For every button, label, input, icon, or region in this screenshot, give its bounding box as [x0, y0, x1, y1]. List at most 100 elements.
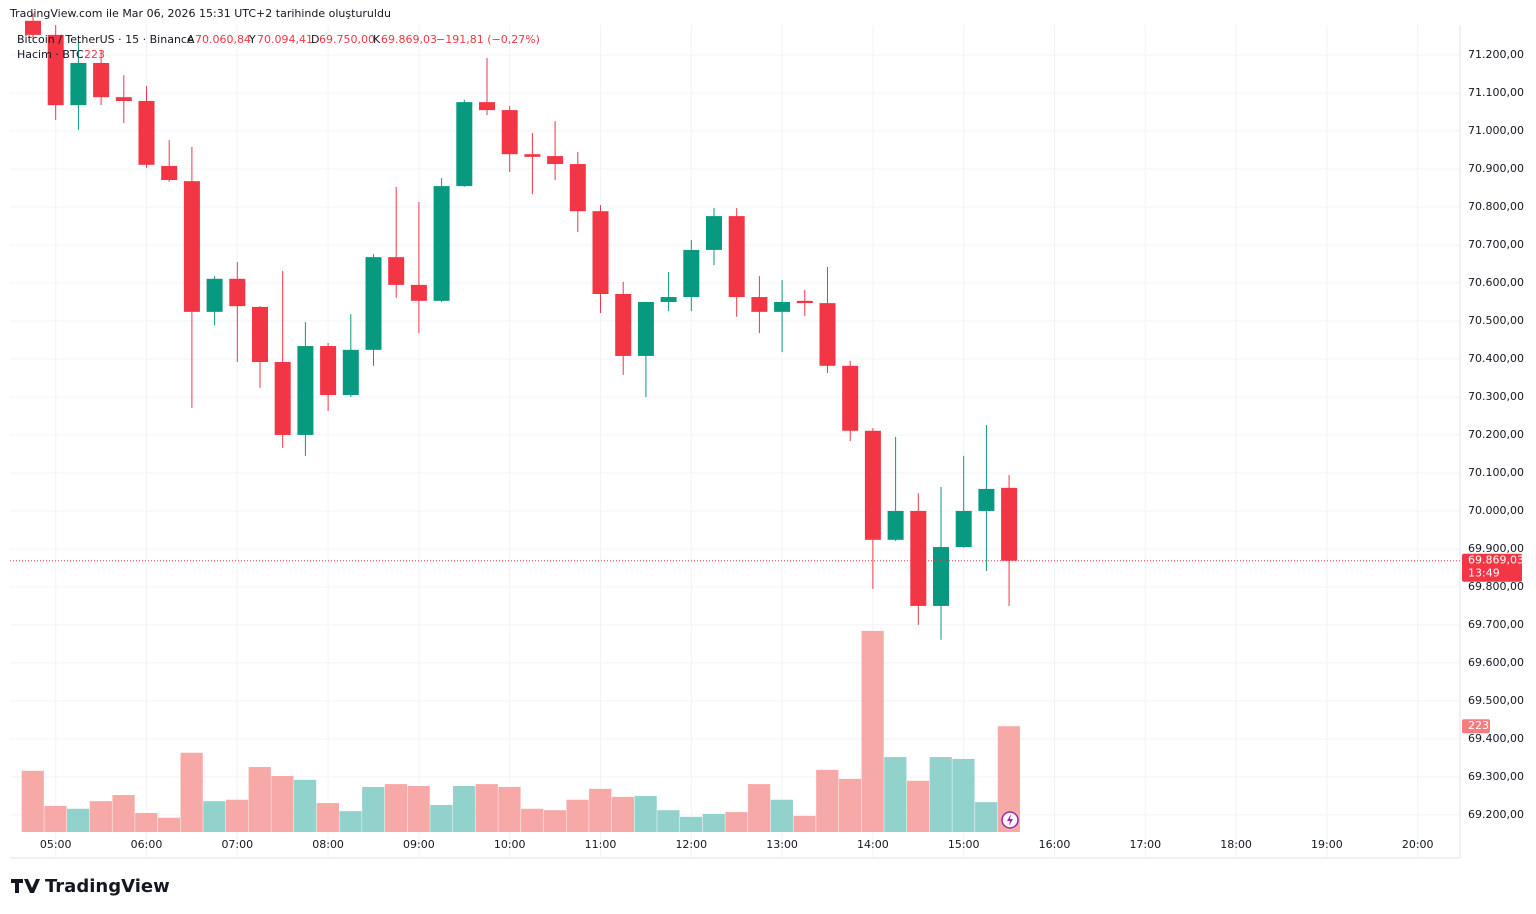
legend-value: 69.750,00: [319, 33, 375, 46]
volume-bar: [521, 808, 544, 832]
volume-bar: [316, 803, 339, 832]
volume-bar: [838, 778, 862, 832]
logo-text: TradingView: [45, 876, 170, 897]
x-tick-label: 10:00: [494, 838, 526, 851]
volume-bar: [543, 810, 566, 832]
candle-body: [115, 97, 132, 101]
candle-body: [479, 102, 495, 111]
x-tick-label: 13:00: [766, 838, 798, 851]
volume-bar: [657, 810, 680, 832]
volume-bar: [770, 799, 793, 832]
candle-body: [365, 257, 382, 350]
candle-body: [297, 346, 314, 435]
y-tick-label: 70.600,00: [1468, 276, 1524, 289]
volume-bar: [339, 811, 362, 832]
volume-bar: [793, 815, 816, 832]
last-price-label: 69.869,03: [1468, 554, 1524, 567]
volume-bar: [997, 726, 1020, 832]
volume-bar: [44, 805, 67, 832]
volume-bar: [135, 813, 158, 832]
overlay: Bitcoin / TetherUS · 15 · Binance Hacim …: [17, 33, 1524, 829]
legend-key: A: [187, 33, 195, 46]
y-tick-label: 69.900,00: [1468, 542, 1524, 555]
volume-bar: [884, 757, 907, 832]
x-tick-label: 11:00: [585, 838, 617, 851]
candle-body: [47, 34, 64, 106]
candle-body: [206, 278, 223, 312]
volume-bar: [384, 784, 408, 832]
candle-body: [615, 294, 632, 356]
volume-bar: [952, 758, 975, 832]
legend-title: Bitcoin / TetherUS · 15 · Binance: [17, 33, 194, 46]
candle-body: [25, 20, 41, 35]
alert-bolt: [1007, 814, 1013, 826]
volume-bar: [271, 776, 294, 832]
y-tick-label: 69.500,00: [1468, 694, 1524, 707]
candle-body: [706, 216, 722, 250]
volume-bar: [67, 808, 90, 832]
candle-body: [592, 211, 609, 294]
y-tick-label: 70.800,00: [1468, 200, 1524, 213]
x-tick-label: 14:00: [857, 838, 889, 851]
candle-body: [524, 154, 541, 157]
y-tick-label: 69.400,00: [1468, 732, 1524, 745]
volume-bar: [157, 817, 181, 832]
x-tick-label: 07:00: [221, 838, 253, 851]
candle-body: [796, 300, 813, 304]
candle-body: [819, 303, 836, 366]
volume-legend: Hacim · BTC: [17, 48, 84, 61]
x-tick-label: 15:00: [948, 838, 980, 851]
volume-bar: [430, 804, 453, 832]
candle-body: [910, 510, 927, 606]
volume-bar: [498, 786, 521, 832]
y-tick-label: 69.700,00: [1468, 618, 1524, 631]
x-tick-label: 05:00: [40, 838, 72, 851]
legend-key: D: [311, 33, 319, 46]
volume-bar: [589, 788, 612, 832]
candle-body: [864, 430, 881, 540]
volume-legend-value: 223: [84, 48, 105, 61]
candle-body: [138, 100, 155, 165]
volume-bar: [975, 802, 998, 832]
candle-body: [933, 547, 949, 606]
volume-bar: [906, 780, 930, 832]
candle-body: [683, 249, 700, 298]
volume-bar: [452, 785, 476, 832]
y-tick-label: 70.300,00: [1468, 390, 1524, 403]
candle-body: [229, 278, 246, 307]
header: TradingView.com ile Mar 06, 2026 15:31 U…: [9, 7, 391, 20]
x-tick-label: 12:00: [675, 838, 707, 851]
volume-bar: [248, 767, 271, 832]
volume-bar: [203, 801, 226, 832]
candle-body: [751, 297, 768, 312]
volume-bar: [566, 799, 589, 832]
y-tick-label: 71.000,00: [1468, 124, 1524, 137]
volume-bar: [816, 769, 839, 832]
candle-body: [774, 301, 791, 312]
candle-body: [456, 102, 473, 187]
candle-body: [161, 165, 178, 181]
y-tick-label: 70.400,00: [1468, 352, 1524, 365]
candle-body: [955, 510, 972, 548]
y-tick-label: 70.100,00: [1468, 466, 1524, 479]
volume-bar: [929, 757, 952, 832]
x-tick-label: 18:00: [1220, 838, 1252, 851]
candle-body: [183, 181, 200, 312]
volume-bar: [89, 801, 112, 832]
volume-bar: [611, 796, 635, 832]
y-tick-label: 70.700,00: [1468, 238, 1524, 251]
x-tick-label: 16:00: [1039, 838, 1071, 851]
legend-key: K: [373, 33, 381, 46]
volume-bar: [725, 812, 748, 832]
volume-bar: [679, 816, 703, 832]
volume-bar: [702, 813, 725, 832]
volume-bar: [225, 799, 249, 832]
candle-body: [887, 510, 904, 540]
y-tick-label: 71.100,00: [1468, 86, 1524, 99]
candle-body: [342, 349, 359, 396]
volume-bar: [407, 785, 430, 832]
candle-body: [320, 346, 337, 396]
y-tick-label: 69.800,00: [1468, 580, 1524, 593]
candle-body: [433, 186, 450, 301]
